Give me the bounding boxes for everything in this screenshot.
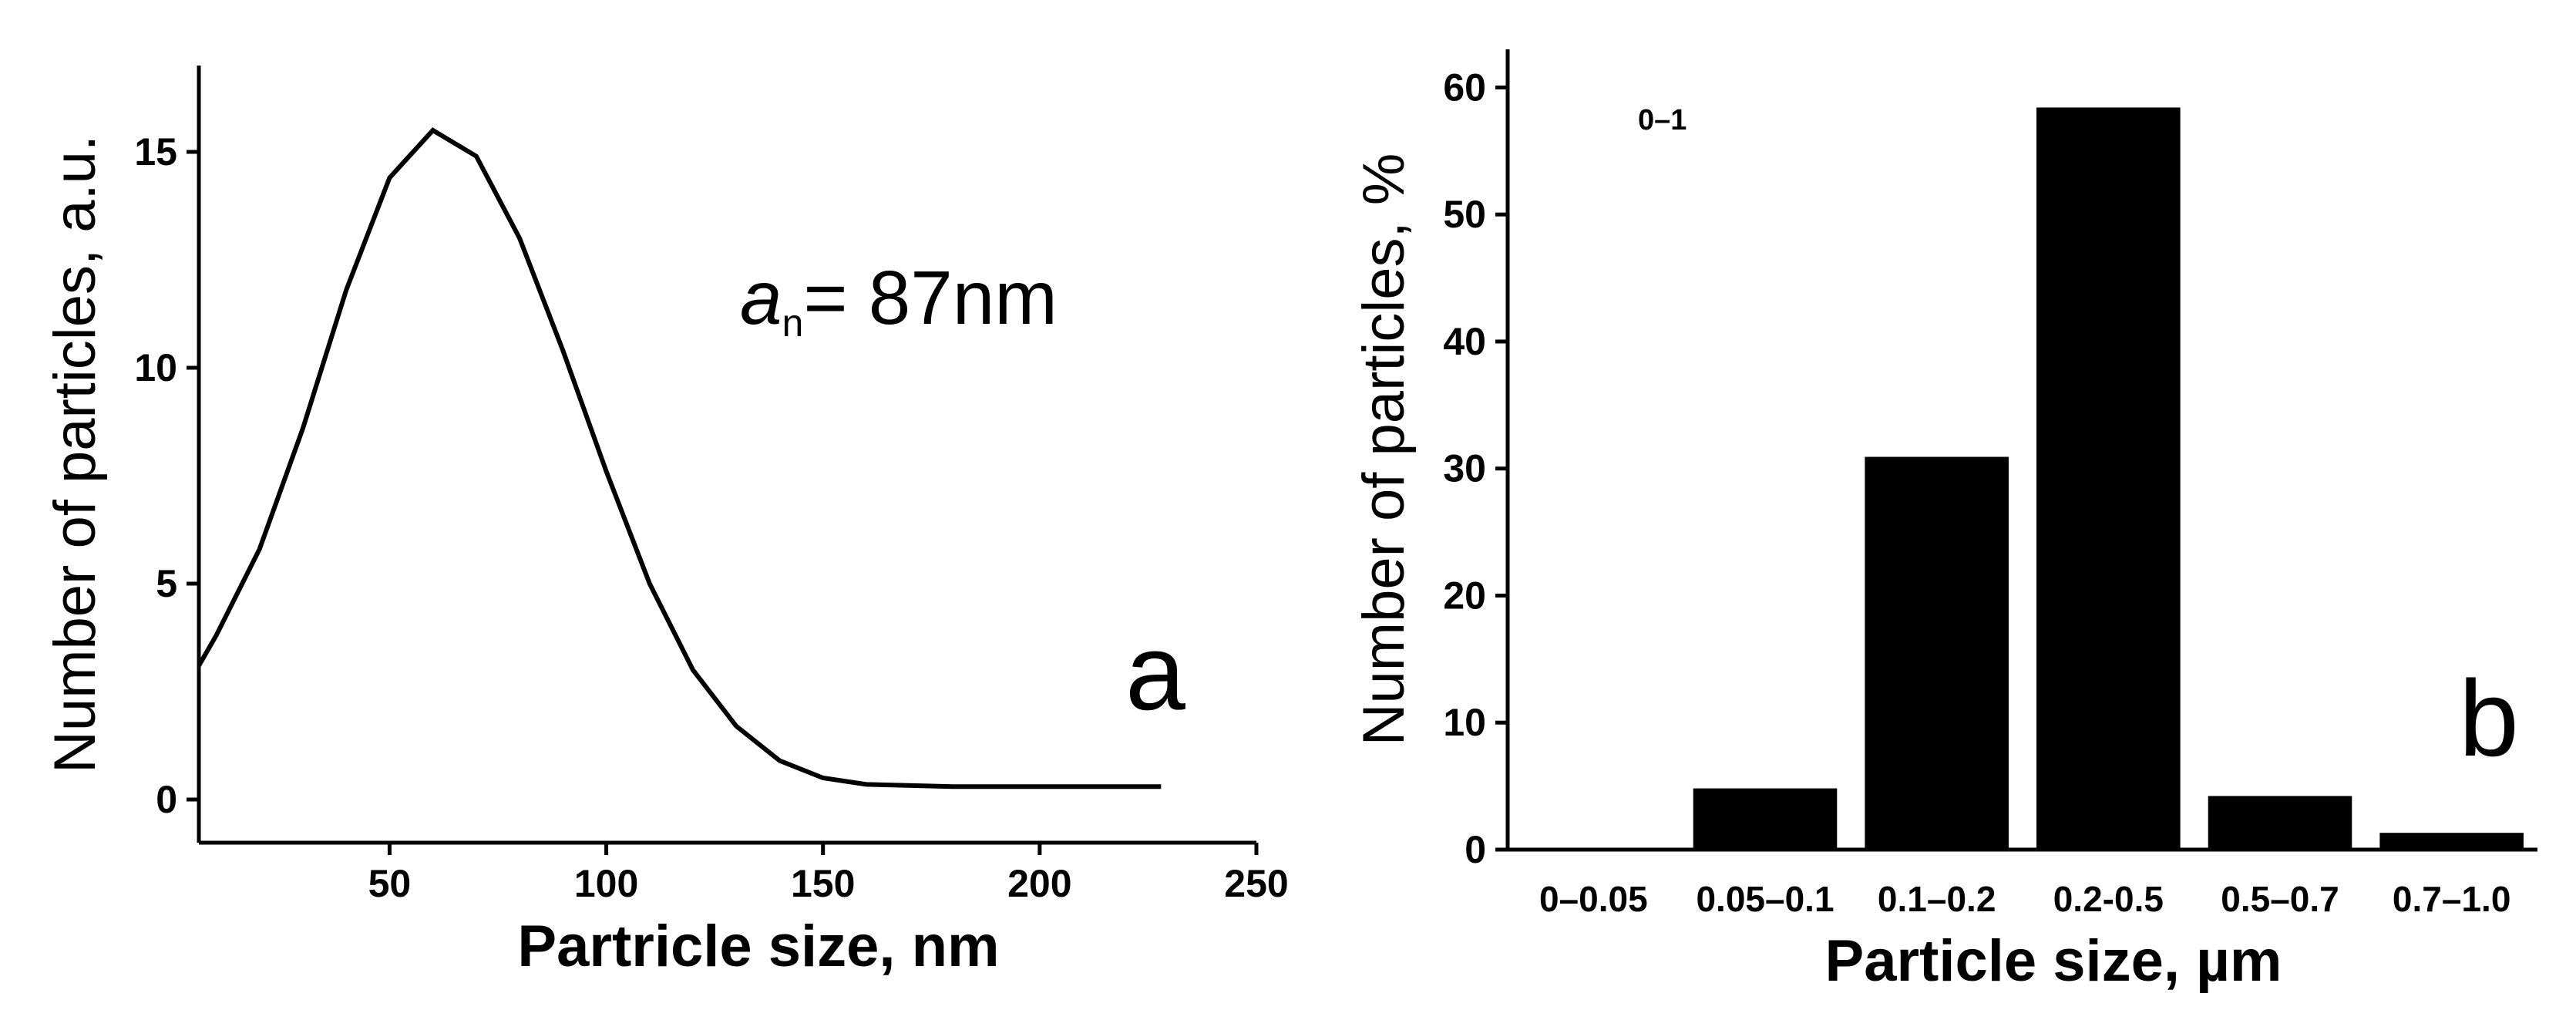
bar [2036, 107, 2181, 851]
y-tick-label: 0 [1465, 828, 1486, 871]
y-tick-label: 40 [1443, 320, 1486, 363]
y-axis-title: Number of particles, % [1351, 153, 1417, 746]
annotation-symbol: a [740, 255, 782, 340]
bar [2379, 833, 2524, 851]
x-tick-label: 0.5–0.7 [2221, 879, 2339, 919]
annotation: an= 87nm [740, 255, 1058, 345]
annotation-subscript: n [782, 301, 804, 345]
y-tick-label: 10 [134, 346, 177, 389]
curve [197, 127, 1162, 789]
x-axis-title: Particle size, µm [1825, 928, 2282, 994]
x-tick-label: 50 [368, 862, 412, 905]
annotation: 0–1 [1638, 104, 1687, 136]
x-axis-title: Partricle size, nm [517, 914, 999, 979]
x-tick-label: 100 [574, 862, 638, 905]
panel-label: a [1125, 611, 1185, 732]
y-tick-label: 15 [134, 130, 177, 173]
y-axis-title: Number of particles, a.u. [42, 135, 108, 773]
y-tick-label: 10 [1443, 701, 1486, 744]
bar [1693, 788, 1838, 851]
y-tick-label: 50 [1443, 193, 1486, 236]
x-tick-label: 0.7–1.0 [2393, 879, 2510, 919]
y-tick-label: 60 [1443, 66, 1486, 109]
annotation-text: = 87nm [803, 255, 1058, 340]
y-tick-label: 20 [1443, 574, 1486, 617]
y-tick-label: 5 [156, 562, 177, 605]
x-tick-label: 0.2-0.5 [2053, 879, 2164, 919]
panel-label: b [2459, 658, 2519, 779]
x-tick-label: 0.05–0.1 [1696, 879, 1834, 919]
y-tick-label: 30 [1443, 447, 1486, 490]
x-tick-label: 250 [1224, 862, 1288, 905]
x-tick-label: 200 [1007, 862, 1071, 905]
y-tick-label: 0 [156, 778, 177, 821]
x-tick-label: 0–0.05 [1539, 879, 1648, 919]
x-tick-label: 0.1–0.2 [1878, 879, 1996, 919]
bar [2208, 796, 2352, 852]
bar [1865, 456, 2009, 851]
x-tick-label: 150 [791, 862, 855, 905]
